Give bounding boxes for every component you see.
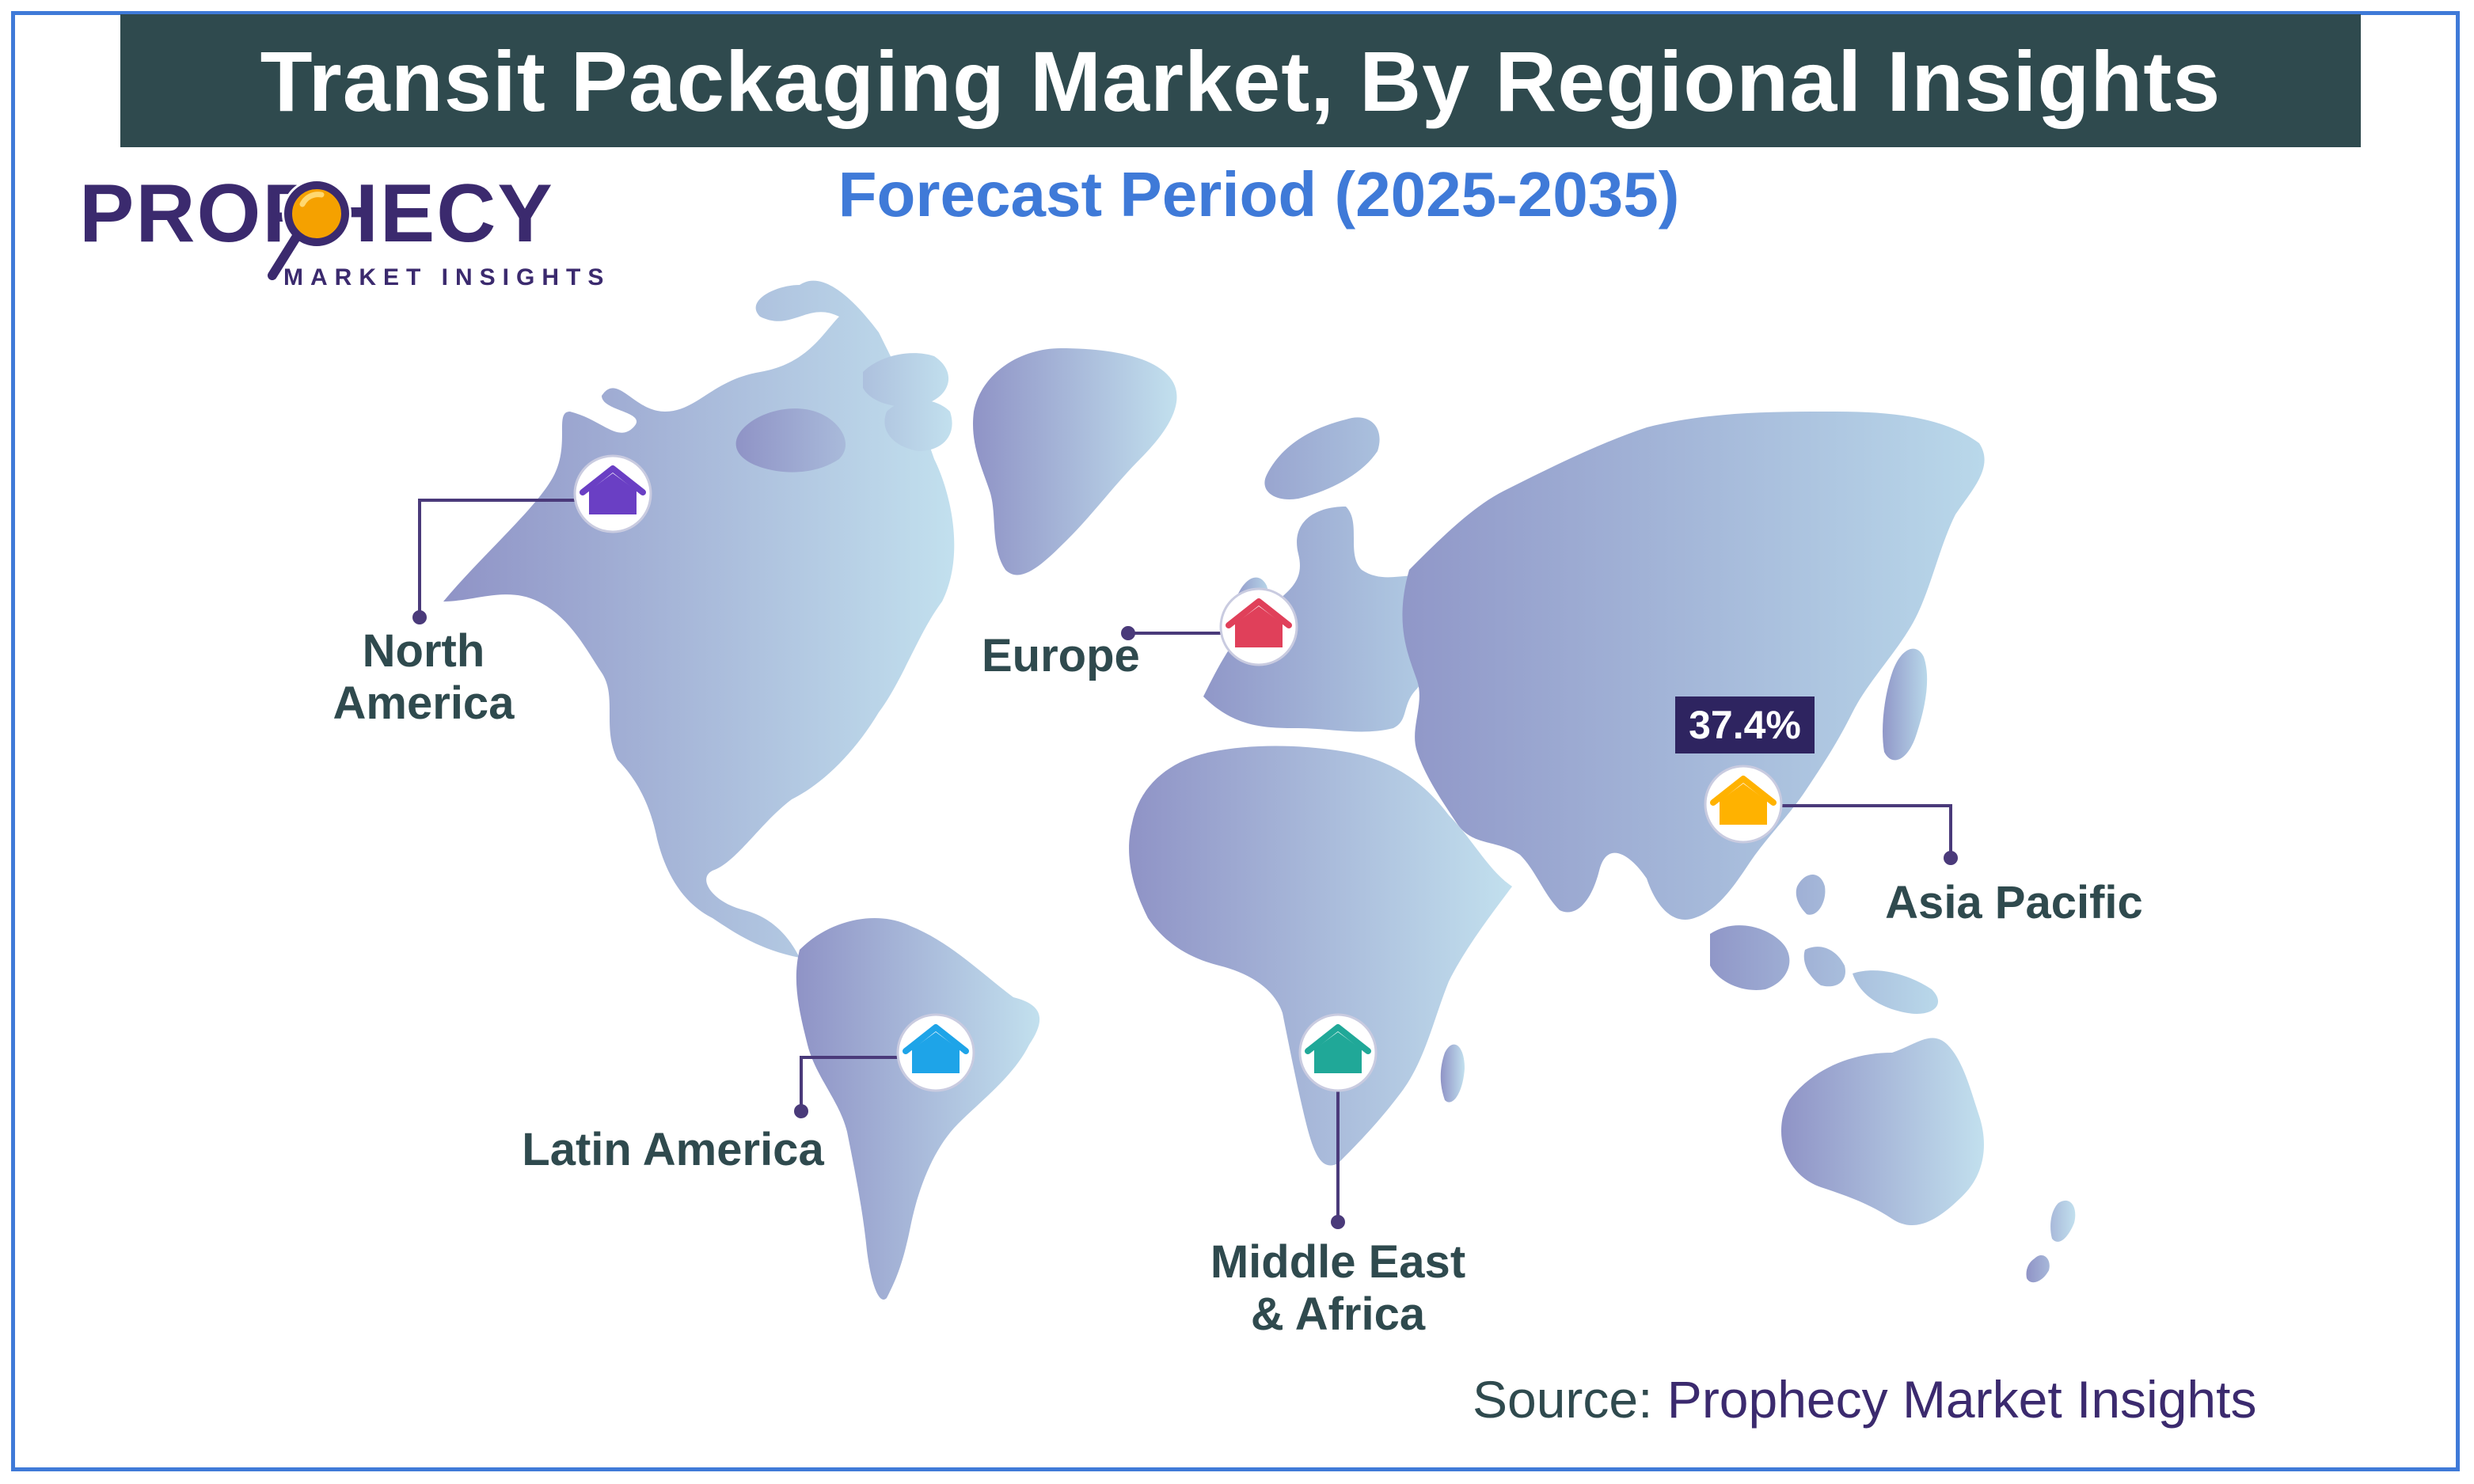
source-name: Prophecy Market Insights <box>1666 1370 2257 1429</box>
page-title: Transit Packaging Market, By Regional In… <box>260 32 2221 129</box>
landmass-japan <box>1883 648 1928 761</box>
continent-africa <box>1129 746 1512 1166</box>
asia-pacific-share-badge: 37.4% <box>1675 696 1815 753</box>
house-roof-icon <box>1305 1024 1371 1054</box>
region-markers <box>573 454 1783 1092</box>
callout-dot-europe <box>1121 626 1135 640</box>
label-middle-east-africa: Middle East & Africa <box>1180 1236 1496 1341</box>
label-middle-east-africa-line1: Middle East <box>1210 1236 1466 1288</box>
prophecy-logo: PROPHECY MARKET INSIGHTS <box>79 173 618 291</box>
landmass-new-zealand <box>2026 1200 2076 1283</box>
label-middle-east-africa-line2: & Africa <box>1250 1289 1426 1340</box>
label-asia-pacific-line1: Asia Pacific <box>1885 877 2143 928</box>
house-icon <box>912 1032 960 1073</box>
marker-north-america <box>573 454 652 533</box>
source-prefix: Source: <box>1473 1370 1667 1429</box>
label-north-america-line2: America <box>333 677 515 729</box>
callout-line-asia-pacific <box>1781 804 1952 858</box>
forecast-period-subtitle: Forecast Period (2025-2035) <box>838 159 1680 230</box>
continent-australia <box>1781 1038 1984 1226</box>
label-europe-line1: Europe <box>982 630 1140 681</box>
continent-asia <box>1402 412 1985 920</box>
callout-lines <box>412 499 1958 1229</box>
house-roof-icon <box>903 1024 969 1054</box>
landmass-southeast-asia-islands <box>1710 875 1939 1014</box>
callout-line-latin-america <box>800 1056 899 1111</box>
outer-frame <box>11 11 2460 1471</box>
callout-dot-middle-east-africa <box>1331 1215 1345 1229</box>
callout-dot-latin-america <box>794 1104 808 1118</box>
marker-asia-pacific <box>1704 765 1783 844</box>
house-icon <box>1235 606 1283 647</box>
landmass-greenland <box>973 348 1177 575</box>
callout-line-north-america <box>418 499 575 617</box>
title-bar: Transit Packaging Market, By Regional In… <box>120 14 2361 147</box>
callout-dot-north-america <box>412 610 427 624</box>
house-icon <box>1314 1032 1362 1073</box>
magnifier-icon <box>268 179 352 280</box>
house-icon <box>589 473 637 514</box>
label-europe: Europe <box>982 630 1140 682</box>
label-asia-pacific: Asia Pacific <box>1872 877 2157 929</box>
logo-tagline: MARKET INSIGHTS <box>283 264 611 290</box>
continent-south-america <box>796 918 1040 1300</box>
source-credit: Source: Prophecy Market Insights <box>1473 1369 2256 1429</box>
label-latin-america-line1: Latin America <box>522 1124 824 1175</box>
house-roof-icon <box>1710 776 1777 806</box>
label-north-america-line1: North <box>362 625 485 677</box>
callout-dot-asia-pacific <box>1944 851 1958 865</box>
label-latin-america: Latin America <box>507 1124 839 1176</box>
label-north-america: North America <box>313 625 534 730</box>
marker-middle-east-africa <box>1298 1013 1378 1092</box>
landmass-arctic-islands <box>735 353 952 473</box>
house-icon <box>1720 784 1767 825</box>
marker-europe <box>1219 587 1298 666</box>
landmass-madagascar <box>1440 1044 1465 1103</box>
marker-latin-america <box>896 1013 975 1092</box>
house-roof-icon <box>580 465 646 495</box>
house-roof-icon <box>1226 598 1292 628</box>
